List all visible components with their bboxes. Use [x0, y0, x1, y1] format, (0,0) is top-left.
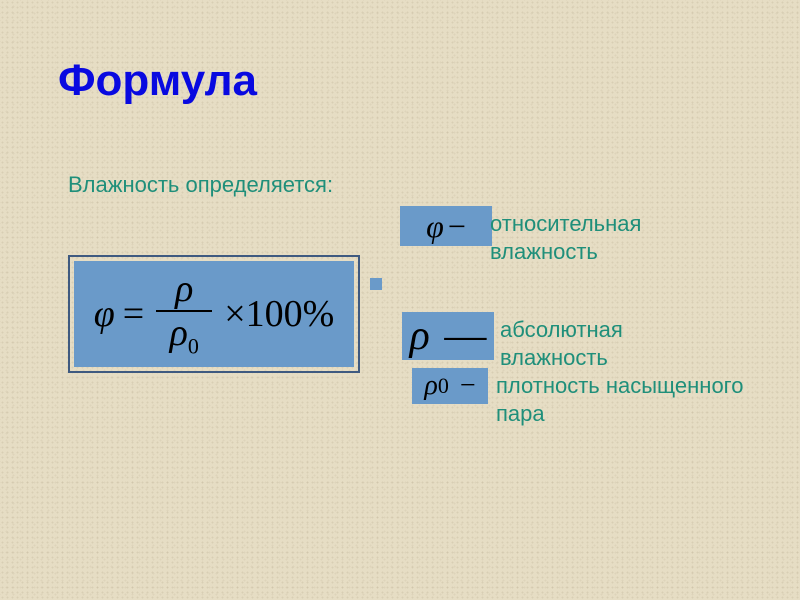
legend-box-rho: ρ — [402, 312, 494, 360]
formula-fill: φ = ρ ρ0 ×100% [74, 261, 354, 367]
legend-dash-phi: − [448, 208, 466, 245]
legend-label-phi: относительная влажность [490, 210, 710, 265]
legend-dash-rho0: − [460, 370, 476, 402]
legend-dash-rho: — [444, 312, 486, 360]
subtitle: Влажность определяется: [68, 172, 333, 198]
legend-sym-rho: ρ [410, 312, 430, 360]
slide-title: Формула [58, 56, 257, 106]
formula-eq: = [123, 292, 144, 336]
legend-box-phi: φ− [400, 206, 492, 246]
formula-den-sym: ρ [170, 312, 188, 354]
formula-denominator: ρ0 [160, 312, 209, 360]
legend-label-rho0: плотность насыщенного пара [496, 372, 756, 427]
legend-sym-rho0: ρ [424, 370, 437, 402]
legend-label-rho: абсолютная влажность [500, 316, 720, 371]
formula-lhs: φ [94, 292, 115, 336]
legend-sym-phi: φ [426, 208, 444, 245]
formula: φ = ρ ρ0 ×100% [94, 268, 335, 360]
formula-container: φ = ρ ρ0 ×100% [68, 255, 360, 373]
legend-box-rho0: ρ0 − [412, 368, 488, 404]
formula-tail: ×100% [224, 292, 334, 336]
bullet-box [370, 278, 382, 290]
formula-numerator: ρ [165, 268, 203, 310]
formula-den-sub: 0 [188, 334, 199, 359]
formula-fraction: ρ ρ0 [156, 268, 212, 360]
legend-sub-rho0: 0 [438, 373, 449, 399]
